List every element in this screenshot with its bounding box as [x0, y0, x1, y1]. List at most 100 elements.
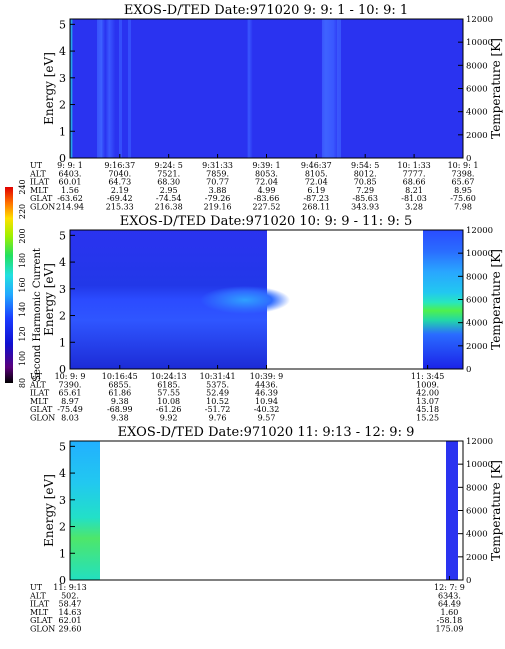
ephemeris-value: 64.73 — [108, 178, 131, 187]
ephemeris-row-label: GLAT — [30, 405, 53, 414]
ephemeris-value: 9:16:37 — [104, 161, 135, 170]
y2-tick-label: 2000 — [466, 131, 488, 141]
ephemeris-value: 12: 7: 9 — [434, 583, 465, 592]
ephemeris-value: 68.66 — [403, 178, 426, 187]
ephemeris-value: 70.85 — [354, 178, 377, 187]
ephemeris-value: 70.77 — [206, 178, 229, 187]
ephemeris-value: -81.03 — [401, 194, 427, 203]
y2-tick-label: 12000 — [466, 226, 493, 236]
y2-axis-label: Temperature [K] — [489, 460, 503, 561]
ephemeris-value: 214.94 — [56, 203, 84, 212]
ephemeris-value: 9:24: 5 — [155, 161, 183, 170]
y2-tick-label: 12000 — [466, 15, 493, 25]
panel-1 — [69, 18, 464, 159]
ephemeris-value: -75.49 — [57, 405, 83, 414]
y2-axis-label: Temperature [K] — [489, 249, 503, 350]
ephemeris-value: -87.23 — [303, 194, 329, 203]
panel-3 — [69, 440, 464, 581]
ephemeris-row-label: GLAT — [30, 194, 53, 203]
ephemeris-value: 52.49 — [206, 389, 229, 398]
ephemeris-value: 216.38 — [155, 203, 183, 212]
ephemeris-value: 8012. — [354, 169, 377, 178]
ephemeris-value: 8105. — [305, 169, 328, 178]
ephemeris-value: 65.67 — [452, 178, 475, 187]
ephemeris-value: 9.92 — [160, 414, 178, 423]
ephemeris-value: -51.72 — [205, 405, 231, 414]
ephemeris-value: 10:16:45 — [102, 372, 138, 381]
ephemeris-value: 4436. — [255, 380, 278, 389]
panel-1-streak — [119, 19, 122, 158]
y-tick-label: 2 — [59, 99, 66, 112]
y2-tick-label: 6000 — [466, 296, 488, 306]
ephemeris-value: 7.98 — [454, 203, 472, 212]
ephemeris-value: 72.04 — [305, 178, 328, 187]
ephemeris-value: 9:54: 5 — [351, 161, 379, 170]
ephemeris-value: 13.07 — [416, 397, 439, 406]
y-tick-label: 4 — [59, 256, 66, 269]
panel-3-frame — [69, 440, 464, 581]
ephemeris-value: -85.63 — [352, 194, 378, 203]
ephemeris-value: 10.52 — [206, 397, 229, 406]
ephemeris-value: 8.03 — [61, 414, 79, 423]
ephemeris-value: 1009. — [416, 380, 439, 389]
ephemeris-value: 29.60 — [59, 625, 82, 634]
panel-3-title: EXOS-D/TED Date:971020 11: 9:13 - 12: 9:… — [118, 425, 415, 440]
y-tick-label: 2 — [59, 310, 66, 323]
panel-3-data-block — [446, 441, 458, 580]
y2-tick-label: 2000 — [466, 553, 488, 563]
colorbar-tick-label: 80 — [18, 378, 27, 388]
y-tick-label: 3 — [59, 72, 66, 85]
colorbar-tick-label: 100 — [18, 351, 27, 366]
ephemeris-row-label: UT — [30, 161, 43, 170]
y-tick-label: 4 — [59, 45, 66, 58]
y-tick-label: 1 — [59, 336, 66, 349]
ephemeris-value: 9: 9: 1 — [57, 161, 83, 170]
ephemeris-value: 268.11 — [302, 203, 330, 212]
ephemeris-value: -61.26 — [156, 405, 182, 414]
ephemeris-value: 8.97 — [61, 397, 79, 406]
colorbar-tick-label: 220 — [18, 204, 27, 219]
ephemeris-value: 7398. — [452, 169, 475, 178]
ephemeris-value: 8053. — [255, 169, 278, 178]
y2-tick-label: 6000 — [466, 507, 488, 517]
ephemeris-value: 9:39: 1 — [252, 161, 280, 170]
ephemeris-value: 15.25 — [416, 414, 439, 423]
ephemeris-value: 11: 9:13 — [53, 583, 86, 592]
y-tick-label: 1 — [59, 125, 66, 138]
ephemeris-row-label: ALT — [29, 169, 46, 178]
ephemeris-value: 9.38 — [111, 397, 129, 406]
ephemeris-value: -69.42 — [107, 194, 133, 203]
ephemeris-value: 14.63 — [59, 608, 82, 617]
ephemeris-value: 9:46:37 — [301, 161, 332, 170]
ephemeris-row-label: ALT — [29, 380, 46, 389]
ephemeris-value: 62.01 — [59, 616, 82, 625]
ephemeris-value: 61.86 — [108, 389, 131, 398]
y2-tick-label: 8000 — [466, 272, 488, 282]
y2-tick-label: 10000 — [466, 460, 493, 470]
ephemeris-value: -68.99 — [107, 405, 133, 414]
colorbar-tick-label: 140 — [18, 302, 27, 317]
y-tick-label: 0 — [59, 152, 66, 165]
ephemeris-row-label: GLAT — [30, 616, 53, 625]
ephemeris-row-label: GLON — [30, 414, 55, 423]
panel-2 — [69, 229, 464, 370]
ephemeris-value: 10: 9: 9 — [55, 372, 86, 381]
ephemeris-value: 11: 3:45 — [411, 372, 444, 381]
ephemeris-value: 7390. — [59, 380, 82, 389]
y-tick-label: 3 — [59, 283, 66, 296]
colorbar-tick-label: 200 — [18, 228, 27, 243]
ephemeris-value: 65.61 — [59, 389, 82, 398]
ephemeris-value: 2.95 — [160, 186, 178, 195]
ephemeris-value: 7859. — [206, 169, 229, 178]
y2-tick-label: 4000 — [466, 108, 488, 118]
ephemeris-value: 6185. — [157, 380, 180, 389]
colorbar-tick-label: 180 — [18, 253, 27, 268]
ephemeris-value: 6.19 — [307, 186, 325, 195]
ephemeris-value: -74.54 — [156, 194, 182, 203]
y-axis-label: Energy [eV] — [42, 52, 56, 125]
ephemeris-row-label: ILAT — [30, 178, 50, 187]
ephemeris-value: -63.62 — [57, 194, 83, 203]
ephemeris-value: 10.08 — [157, 397, 180, 406]
panel-1-title: EXOS-D/TED Date:971020 9: 9: 1 - 10: 9: … — [124, 3, 408, 18]
